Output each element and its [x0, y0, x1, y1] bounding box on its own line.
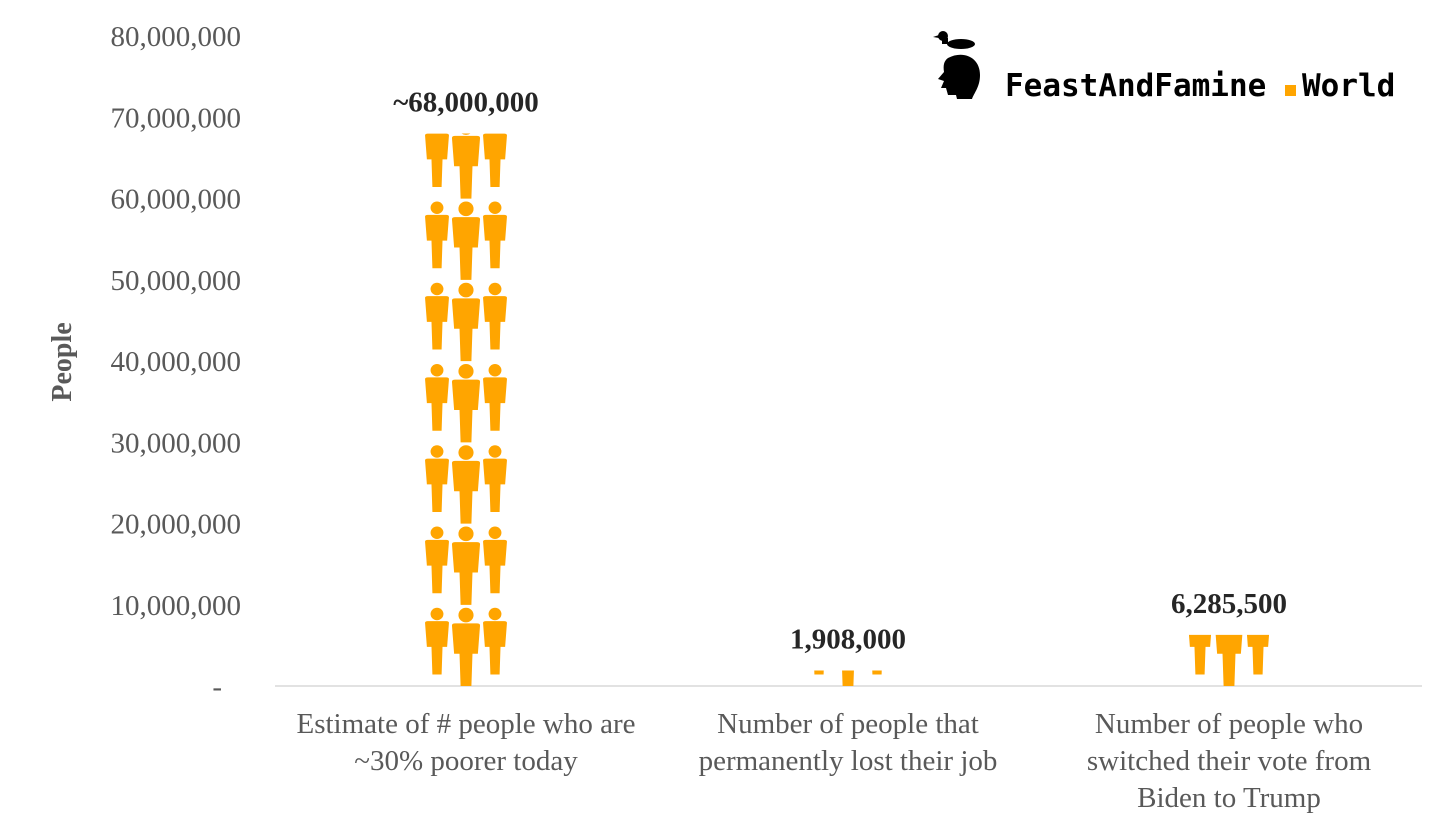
person-group-icon — [425, 201, 507, 280]
category-label: Number of people that permanently lost th… — [699, 708, 998, 777]
y-tick-label: 20,000,000 — [111, 509, 242, 541]
y-tick-label: - — [212, 671, 222, 703]
category-label-line: Number of people who — [1095, 708, 1363, 740]
head-with-duck-icon — [933, 31, 980, 99]
category-label-line: Estimate of # people who are — [296, 708, 635, 740]
y-tick-label: 10,000,000 — [111, 590, 242, 622]
data-labels: ~68,000,000 1,908,000 6,285,500 — [393, 87, 1287, 656]
person-group-icon — [425, 445, 507, 524]
y-tick-label: 50,000,000 — [111, 265, 242, 297]
category-label-line: Biden to Trump — [1137, 782, 1321, 814]
category-label-line: ~30% poorer today — [354, 745, 578, 777]
category-label: Number of people who switched their vote … — [1087, 708, 1372, 814]
bar — [814, 670, 882, 686]
bar — [425, 133, 507, 686]
brand-dot — [1285, 85, 1296, 96]
y-tick-label: 70,000,000 — [111, 102, 242, 134]
category-label: Estimate of # people who are ~30% poorer … — [296, 708, 635, 777]
y-axis-label: People — [47, 322, 78, 401]
data-label: 1,908,000 — [790, 623, 906, 655]
person-group-icon — [425, 607, 507, 686]
person-group-icon — [425, 364, 507, 443]
y-tick-label: 40,000,000 — [111, 346, 242, 378]
person-group-icon — [425, 282, 507, 362]
y-axis-ticks: - 10,000,000 20,000,000 30,000,000 40,000,00… — [111, 21, 242, 703]
brand-name: FeastAndFamine — [1005, 68, 1266, 104]
person-group-icon — [425, 133, 507, 199]
category-label-line: Number of people that — [717, 708, 979, 740]
brand-tld: World — [1302, 68, 1395, 104]
y-tick-label: 60,000,000 — [111, 184, 242, 216]
person-group-icon — [425, 526, 507, 605]
category-label-line: switched their vote from — [1087, 745, 1372, 777]
person-group-icon — [1188, 634, 1270, 686]
y-tick-label: 30,000,000 — [111, 427, 242, 459]
bars — [425, 133, 1270, 686]
bar — [1188, 634, 1270, 686]
category-labels: Estimate of # people who are ~30% poorer … — [296, 708, 1371, 814]
person-group-icon — [814, 670, 882, 686]
y-tick-label: 80,000,000 — [111, 21, 242, 53]
category-label-line: permanently lost their job — [699, 745, 998, 777]
brand-logo: FeastAndFamine World — [933, 31, 1395, 104]
data-label: 6,285,500 — [1171, 588, 1287, 620]
data-label: ~68,000,000 — [393, 87, 539, 119]
